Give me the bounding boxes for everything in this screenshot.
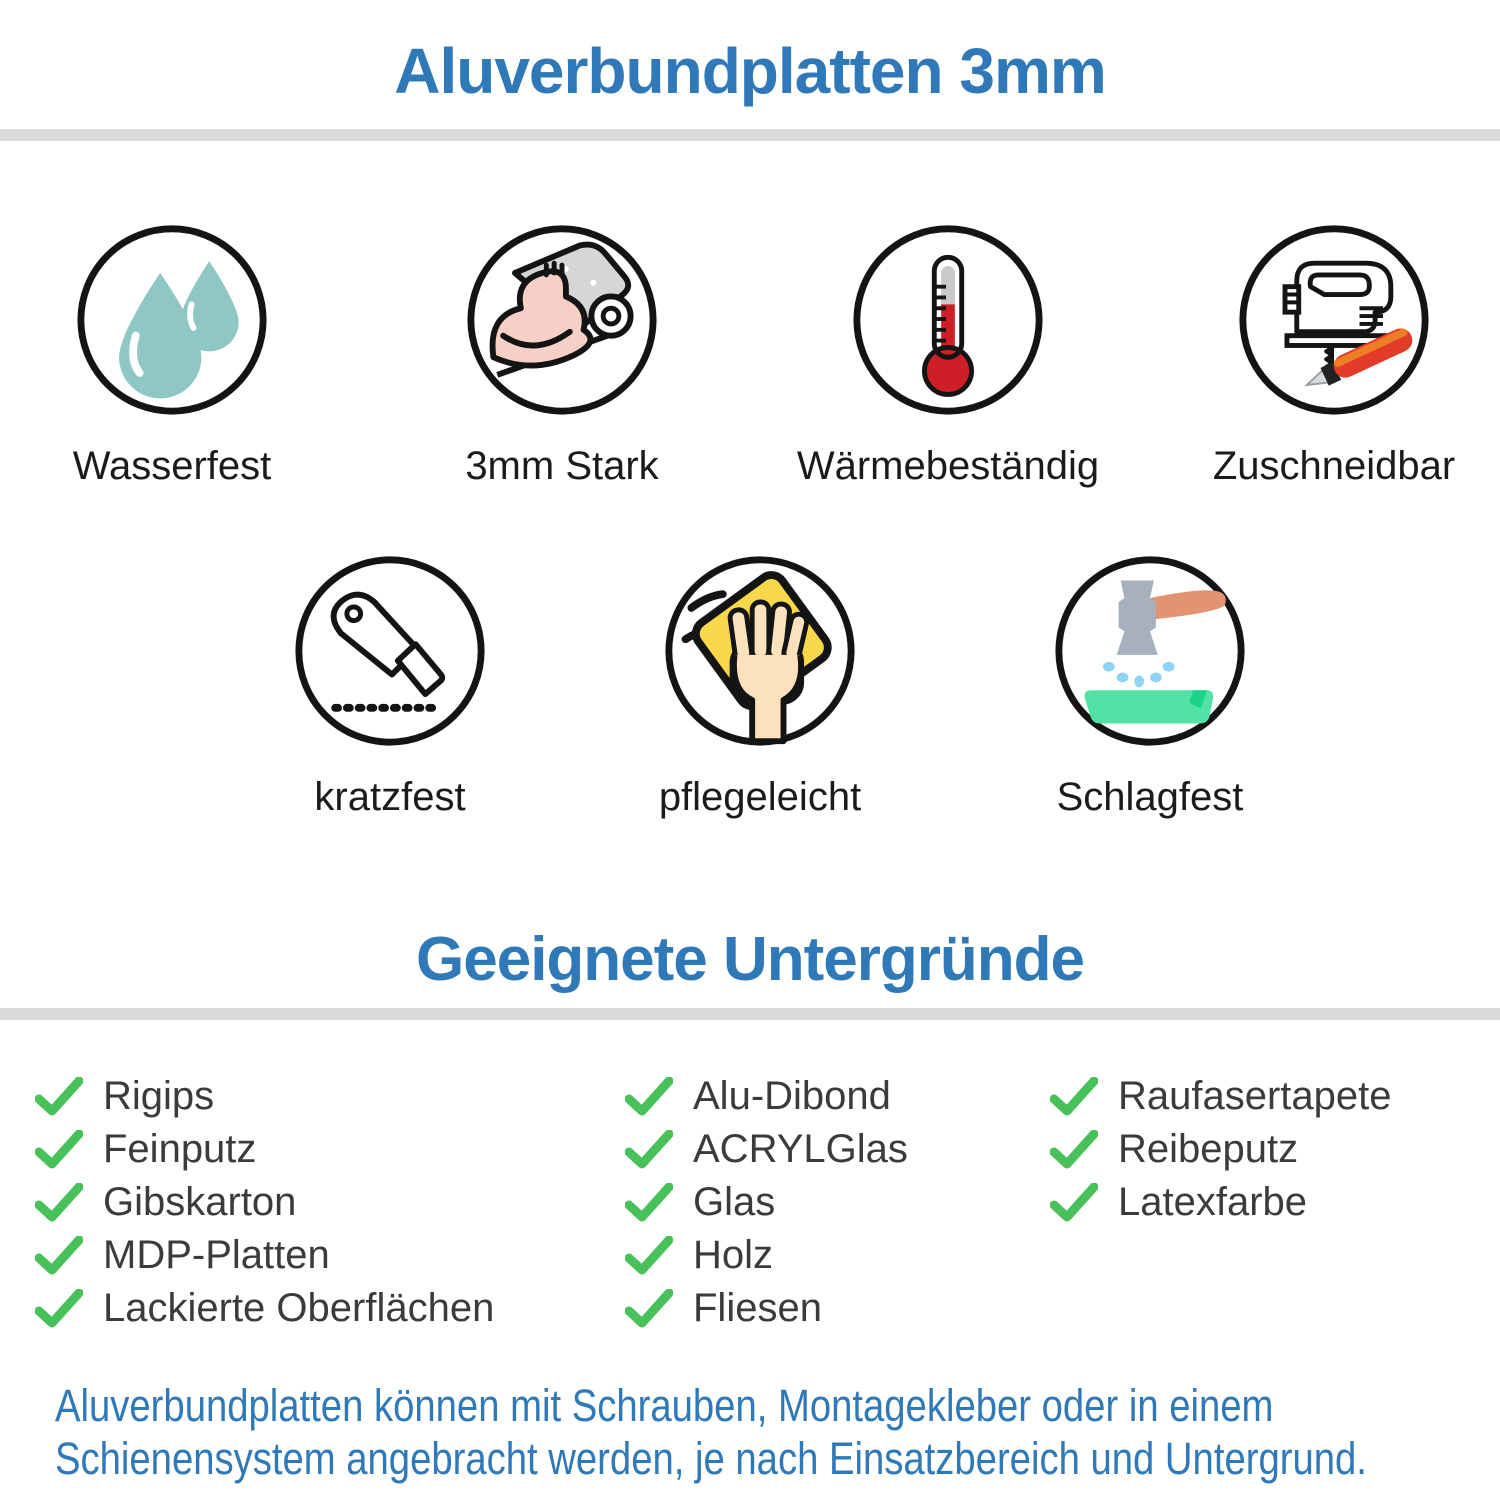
feature-label: Zuschneidbar xyxy=(1212,444,1456,488)
check-label: Fliesen xyxy=(693,1286,822,1330)
substrates-column-3: Raufasertapete Reibeputz Latexfarbe xyxy=(1050,1070,1392,1229)
feature-label: Schlagfest xyxy=(1056,775,1244,819)
check-icon xyxy=(1050,1129,1098,1168)
page-title: Aluverbundplatten 3mm xyxy=(394,35,1107,107)
check-item: Feinputz xyxy=(35,1123,494,1176)
feature-kratzfest: kratzfest xyxy=(210,553,570,820)
feature-label: Wärmebeständig xyxy=(796,444,1100,488)
check-icon xyxy=(1050,1182,1098,1221)
footer-note-line-1: Aluverbundplatten können mit Schrauben, … xyxy=(55,1380,1274,1431)
feature-label: Wasserfest xyxy=(72,444,272,488)
check-label: Alu-Dibond xyxy=(693,1074,891,1118)
check-icon xyxy=(35,1076,83,1115)
feature-schlagfest: Schlagfest xyxy=(970,553,1330,820)
feature-zuschneidbar: Zuschneidbar xyxy=(1154,222,1500,489)
feature-label: 3mm Stark xyxy=(465,444,659,488)
check-icon xyxy=(625,1288,673,1327)
check-label: Gibskarton xyxy=(103,1180,297,1224)
check-item: Alu-Dibond xyxy=(625,1070,908,1123)
substrates-column-2: Alu-Dibond ACRYLGlas Glas Holz Fliesen xyxy=(625,1070,908,1335)
feature-wasserfest: Wasserfest xyxy=(0,222,352,489)
check-item: Rigips xyxy=(35,1070,494,1123)
check-icon xyxy=(1050,1076,1098,1115)
cleaning-hand-icon xyxy=(665,556,855,746)
check-label: Rigips xyxy=(103,1074,215,1118)
feature-waermebestaendig: Wärmebeständig xyxy=(768,222,1128,489)
check-item: Glas xyxy=(625,1176,908,1229)
check-icon xyxy=(35,1182,83,1221)
check-icon xyxy=(35,1129,83,1168)
check-label: ACRYLGlas xyxy=(693,1127,908,1171)
footer-note: Aluverbundplatten können mit Schrauben, … xyxy=(55,1379,1367,1485)
check-item: Lackierte Oberflächen xyxy=(35,1282,494,1335)
check-item: Fliesen xyxy=(625,1282,908,1335)
check-label: Reibeputz xyxy=(1118,1127,1299,1171)
check-item: Latexfarbe xyxy=(1050,1176,1392,1229)
check-label: Lackierte Oberflächen xyxy=(103,1286,495,1330)
substrates-column-1: Rigips Feinputz Gibskarton MDP-Platten L… xyxy=(35,1070,494,1335)
footer-note-line-2: Schienensystem angebracht werden, je nac… xyxy=(55,1433,1367,1484)
cutter-knife-icon xyxy=(295,556,485,746)
check-icon xyxy=(625,1076,673,1115)
check-icon xyxy=(35,1288,83,1327)
check-icon xyxy=(625,1235,673,1274)
check-icon xyxy=(625,1129,673,1168)
check-label: MDP-Platten xyxy=(103,1233,330,1277)
divider-bar-middle xyxy=(0,1008,1500,1020)
check-item: Reibeputz xyxy=(1050,1123,1392,1176)
strong-arm-icon xyxy=(467,225,657,415)
section-title: Geeignete Untergründe xyxy=(416,925,1085,994)
water-drops-icon xyxy=(77,225,267,415)
hammer-icon xyxy=(1055,556,1245,746)
check-item: Holz xyxy=(625,1229,908,1282)
divider-bar-top xyxy=(0,129,1500,141)
thermometer-icon xyxy=(853,225,1043,415)
jigsaw-icon xyxy=(1239,225,1429,415)
check-label: Feinputz xyxy=(103,1127,257,1171)
check-item: ACRYLGlas xyxy=(625,1123,908,1176)
check-label: Raufasertapete xyxy=(1118,1074,1392,1118)
check-label: Glas xyxy=(693,1180,776,1224)
check-item: Gibskarton xyxy=(35,1176,494,1229)
check-icon xyxy=(625,1182,673,1221)
feature-pflegeleicht: pflegeleicht xyxy=(580,553,940,820)
check-item: Raufasertapete xyxy=(1050,1070,1392,1123)
check-item: MDP-Platten xyxy=(35,1229,494,1282)
check-label: Latexfarbe xyxy=(1118,1180,1308,1224)
feature-label: kratzfest xyxy=(314,775,466,819)
feature-label: pflegeleicht xyxy=(658,775,862,819)
check-icon xyxy=(35,1235,83,1274)
check-label: Holz xyxy=(693,1233,774,1277)
feature-3mm-stark: 3mm Stark xyxy=(382,222,742,489)
